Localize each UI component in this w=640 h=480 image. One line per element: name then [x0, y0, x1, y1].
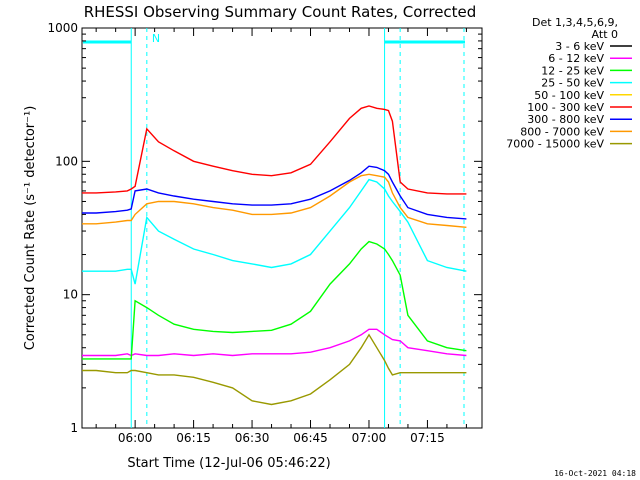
legend-label: 50 - 100 keV: [534, 89, 604, 102]
legend-label: 6 - 12 keV: [548, 52, 604, 65]
legend-label: 25 - 50 keV: [541, 77, 604, 90]
legend-label: 12 - 25 keV: [541, 64, 604, 77]
chart-title: RHESSI Observing Summary Count Rates, Co…: [84, 3, 477, 21]
legend-label: 7000 - 15000 keV: [506, 138, 604, 151]
x-tick-label: 07:15: [410, 431, 445, 445]
x-tick-label: 07:00: [352, 431, 387, 445]
legend-label: 300 - 800 keV: [527, 113, 604, 126]
series-line-2: [82, 240, 467, 360]
legend-label: 3 - 6 keV: [555, 40, 604, 53]
axis-ticks: 1 10 100 1000 06:00 06:15 06:30 06:45 07:00 07:15: [47, 21, 482, 445]
y-tick-label: 10: [63, 288, 78, 302]
plot-area: N: [81, 27, 483, 429]
legend-header-2: Att 0: [592, 28, 618, 41]
y-tick-label: 100: [55, 154, 78, 168]
series-line-1: [82, 328, 467, 357]
series-line-3: [82, 178, 467, 285]
legend-header-1: Det 1,3,4,5,6,9,: [532, 16, 618, 29]
x-axis-label: Start Time (12-Jul-06 05:46:22): [127, 456, 330, 471]
y-tick-label: 1000: [47, 21, 78, 35]
x-tick-label: 06:00: [118, 431, 153, 445]
annotation-n: N: [152, 32, 160, 45]
legend-label: 100 - 300 keV: [527, 101, 604, 114]
x-tick-label: 06:45: [293, 431, 328, 445]
timestamp: 16-Oct-2021 04:18: [554, 469, 636, 478]
y-axis-label: Corrected Count Rate (s⁻¹ detector⁻¹): [23, 106, 38, 351]
x-tick-label: 06:15: [176, 431, 211, 445]
plot-frame: [81, 27, 483, 429]
legend-label: 800 - 7000 keV: [520, 125, 604, 138]
x-tick-label: 06:30: [235, 431, 270, 445]
series-line-4: [82, 173, 467, 228]
y-tick-label: 1: [70, 421, 78, 435]
series-line-6: [82, 165, 467, 220]
series-line-5: [82, 105, 467, 195]
series-line-8: [82, 333, 467, 406]
